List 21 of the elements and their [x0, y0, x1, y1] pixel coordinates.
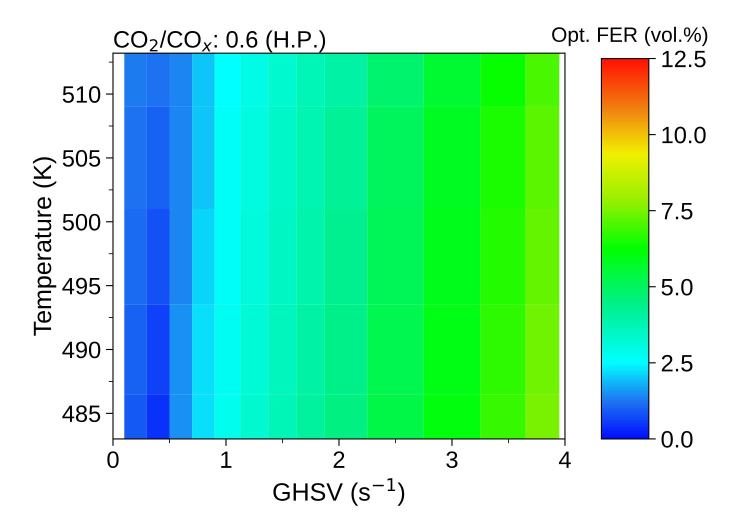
x-tick-label: 2	[334, 451, 344, 468]
x-tick-label: 4	[558, 452, 571, 468]
y-axis-title: Temperature (K)	[32, 157, 56, 336]
color-bar-label: 5.0	[662, 278, 693, 296]
color-bar-title: Opt. FER (vol.%)	[552, 26, 708, 46]
y-tick-label: 490	[62, 342, 100, 358]
y-tick-label: 485	[62, 405, 100, 422]
y-tick-label: 500	[62, 214, 100, 231]
color-bar-label: 7.5	[662, 202, 692, 220]
x-tick-label: 1	[221, 452, 232, 468]
y-tick-label: 510	[62, 86, 100, 103]
color-bar-label: 12.5	[662, 50, 706, 68]
x-tick-label: 0	[107, 451, 119, 468]
y-tick-label: 505	[62, 150, 100, 167]
color-bar-label: 10.0	[662, 126, 706, 144]
x-axis-title: GHSV (s$^{−1}$)	[273, 478, 404, 506]
chart-title: CO$_{2}$/CO$_{x}$: 0.6 (H.P.)	[114, 30, 326, 52]
color-bar-label: 0.0	[662, 430, 693, 448]
color-bar-label: 2.5	[662, 354, 692, 372]
y-tick-label: 495	[62, 278, 100, 294]
x-tick-label: 3	[446, 451, 458, 468]
